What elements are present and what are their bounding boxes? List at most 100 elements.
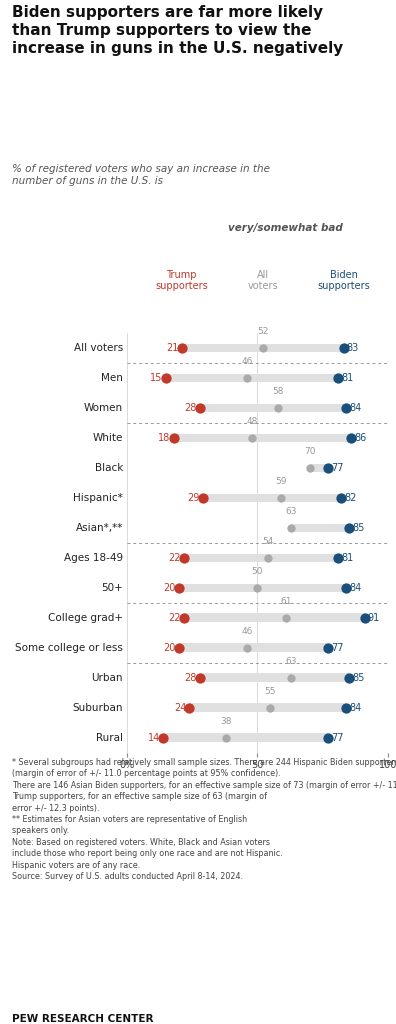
Point — [338, 489, 344, 506]
Point — [341, 340, 347, 356]
Text: 22: 22 — [169, 612, 181, 623]
Point — [181, 609, 187, 626]
Point — [179, 340, 185, 356]
Text: Suburban: Suburban — [72, 702, 123, 713]
Text: Asian*,**: Asian*,** — [76, 522, 123, 532]
Text: very/somewhat bad: very/somewhat bad — [228, 223, 343, 232]
Bar — [166, 374, 339, 382]
Point — [197, 670, 203, 686]
Bar — [291, 523, 349, 531]
Text: College grad+: College grad+ — [48, 612, 123, 623]
Text: Men: Men — [101, 373, 123, 383]
Text: 61: 61 — [280, 597, 292, 606]
Bar — [179, 643, 328, 652]
Text: 20: 20 — [164, 643, 176, 652]
Text: 14: 14 — [148, 732, 160, 742]
Point — [343, 399, 349, 416]
Bar — [182, 344, 344, 352]
Point — [267, 699, 274, 716]
Text: 59: 59 — [275, 477, 287, 486]
Point — [288, 519, 295, 536]
Text: 50: 50 — [251, 567, 263, 577]
Text: 48: 48 — [246, 418, 258, 426]
Text: 46: 46 — [241, 357, 253, 367]
Text: 58: 58 — [272, 387, 284, 396]
Point — [335, 370, 342, 386]
Point — [265, 550, 271, 566]
Text: 24: 24 — [174, 702, 186, 713]
Text: 84: 84 — [349, 702, 362, 713]
Point — [346, 670, 352, 686]
Point — [171, 430, 177, 446]
Text: % of registered voters who say an increase in the
number of guns in the U.S. is: % of registered voters who say an increa… — [12, 164, 270, 186]
Text: 28: 28 — [185, 402, 197, 413]
Point — [254, 580, 261, 596]
Point — [346, 519, 352, 536]
Point — [348, 430, 355, 446]
Point — [176, 639, 182, 656]
Text: * Several subgroups had relatively small sample sizes. There are 244 Hispanic Bi: * Several subgroups had relatively small… — [12, 758, 396, 882]
Text: 77: 77 — [331, 463, 344, 473]
Text: 63: 63 — [286, 657, 297, 667]
Point — [325, 639, 331, 656]
Point — [325, 729, 331, 745]
Text: 55: 55 — [265, 687, 276, 696]
Point — [335, 550, 342, 566]
Text: 18: 18 — [158, 433, 171, 442]
Text: 85: 85 — [352, 673, 364, 683]
Point — [223, 729, 229, 745]
Point — [199, 489, 206, 506]
Text: 29: 29 — [187, 493, 199, 503]
Bar — [202, 494, 341, 502]
Point — [283, 609, 289, 626]
Text: 82: 82 — [344, 493, 356, 503]
Text: 81: 81 — [342, 553, 354, 563]
Text: Ages 18-49: Ages 18-49 — [64, 553, 123, 563]
Point — [288, 670, 295, 686]
Text: 38: 38 — [220, 717, 232, 726]
Text: 22: 22 — [169, 553, 181, 563]
Text: Biden supporters are far more likely
than Trump supporters to view the
increase : Biden supporters are far more likely tha… — [12, 5, 343, 56]
Text: 84: 84 — [349, 402, 362, 413]
Bar — [189, 703, 346, 712]
Text: Rural: Rural — [96, 732, 123, 742]
Point — [249, 430, 255, 446]
Text: 86: 86 — [355, 433, 367, 442]
Bar — [184, 613, 365, 622]
Text: 15: 15 — [150, 373, 163, 383]
Point — [343, 699, 349, 716]
Text: 77: 77 — [331, 732, 344, 742]
Bar — [200, 403, 346, 412]
Bar — [163, 733, 328, 741]
Bar — [179, 584, 346, 592]
Text: 70: 70 — [304, 447, 316, 457]
Bar — [200, 674, 349, 682]
Point — [307, 460, 313, 476]
Text: 83: 83 — [347, 343, 359, 353]
Text: 81: 81 — [342, 373, 354, 383]
Point — [163, 370, 169, 386]
Text: 46: 46 — [241, 628, 253, 636]
Point — [325, 460, 331, 476]
Point — [181, 550, 187, 566]
Point — [275, 399, 282, 416]
Text: Some college or less: Some college or less — [15, 643, 123, 652]
Point — [259, 340, 266, 356]
Point — [197, 399, 203, 416]
Text: 63: 63 — [286, 507, 297, 516]
Point — [343, 580, 349, 596]
Text: 52: 52 — [257, 328, 268, 337]
Text: Urban: Urban — [91, 673, 123, 683]
Point — [362, 609, 368, 626]
Text: Hispanic*: Hispanic* — [73, 493, 123, 503]
Point — [278, 489, 284, 506]
Point — [186, 699, 192, 716]
Text: All voters: All voters — [74, 343, 123, 353]
Text: 28: 28 — [185, 673, 197, 683]
Bar — [174, 433, 352, 442]
Text: All
voters: All voters — [248, 269, 278, 291]
Text: 50+: 50+ — [101, 583, 123, 593]
Text: 21: 21 — [166, 343, 179, 353]
Bar — [184, 554, 339, 562]
Text: Women: Women — [84, 402, 123, 413]
